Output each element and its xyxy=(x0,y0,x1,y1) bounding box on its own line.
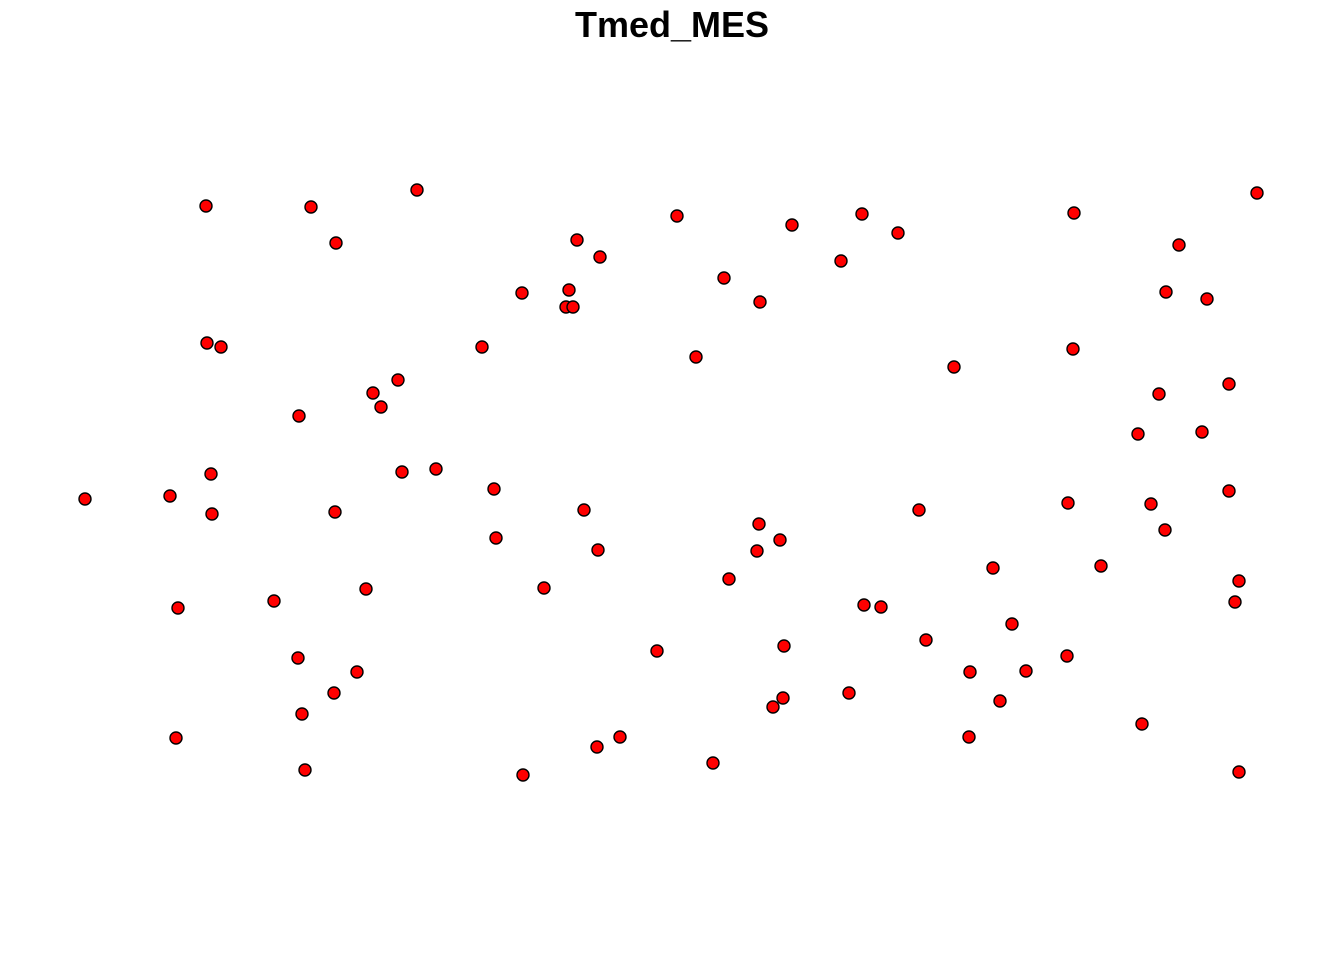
data-point-45 xyxy=(706,756,720,770)
data-point-18 xyxy=(329,236,343,250)
data-point-61 xyxy=(891,226,905,240)
data-point-54 xyxy=(777,639,791,653)
data-point-39 xyxy=(591,543,605,557)
data-point-57 xyxy=(842,686,856,700)
data-point-68 xyxy=(993,694,1007,708)
data-point-7 xyxy=(204,467,218,481)
data-point-21 xyxy=(366,386,380,400)
data-point-40 xyxy=(593,250,607,264)
data-point-87 xyxy=(1228,595,1242,609)
data-point-27 xyxy=(475,340,489,354)
data-point-58 xyxy=(855,207,869,221)
data-point-50 xyxy=(753,295,767,309)
data-point-25 xyxy=(410,183,424,197)
data-point-46 xyxy=(717,271,731,285)
data-point-78 xyxy=(1144,497,1158,511)
points-layer xyxy=(78,183,1264,782)
data-point-53 xyxy=(776,691,790,705)
data-point-82 xyxy=(1172,238,1186,252)
data-point-24 xyxy=(395,465,409,479)
data-point-89 xyxy=(1232,765,1246,779)
data-point-23 xyxy=(391,373,405,387)
data-point-42 xyxy=(650,644,664,658)
data-point-11 xyxy=(291,651,305,665)
data-point-17 xyxy=(328,505,342,519)
data-point-19 xyxy=(350,665,364,679)
data-point-13 xyxy=(295,707,309,721)
data-point-56 xyxy=(834,254,848,268)
data-point-90 xyxy=(1250,186,1264,200)
data-point-37 xyxy=(577,503,591,517)
data-point-67 xyxy=(986,561,1000,575)
chart-title: Tmed_MES xyxy=(575,4,769,45)
data-point-41 xyxy=(613,730,627,744)
data-point-38 xyxy=(590,740,604,754)
data-point-51 xyxy=(766,700,780,714)
data-point-10 xyxy=(267,594,281,608)
data-point-34 xyxy=(562,283,576,297)
data-point-14 xyxy=(298,763,312,777)
data-point-29 xyxy=(489,531,503,545)
data-point-64 xyxy=(947,360,961,374)
data-point-59 xyxy=(857,598,871,612)
data-point-47 xyxy=(722,572,736,586)
data-point-22 xyxy=(374,400,388,414)
data-point-71 xyxy=(1060,649,1074,663)
data-point-35 xyxy=(566,300,580,314)
data-point-65 xyxy=(962,730,976,744)
data-point-20 xyxy=(359,582,373,596)
data-point-6 xyxy=(200,336,214,350)
data-point-77 xyxy=(1135,717,1149,731)
data-point-81 xyxy=(1159,285,1173,299)
data-point-76 xyxy=(1131,427,1145,441)
data-point-75 xyxy=(1094,559,1108,573)
data-point-86 xyxy=(1222,484,1236,498)
data-point-69 xyxy=(1005,617,1019,631)
data-point-9 xyxy=(214,340,228,354)
data-point-60 xyxy=(874,600,888,614)
data-point-88 xyxy=(1232,574,1246,588)
data-point-2 xyxy=(163,489,177,503)
data-point-52 xyxy=(773,533,787,547)
data-point-5 xyxy=(199,199,213,213)
data-point-79 xyxy=(1152,387,1166,401)
data-point-49 xyxy=(752,517,766,531)
data-point-44 xyxy=(689,350,703,364)
data-point-83 xyxy=(1195,425,1209,439)
data-point-48 xyxy=(750,544,764,558)
data-point-15 xyxy=(304,200,318,214)
data-point-72 xyxy=(1061,496,1075,510)
data-point-30 xyxy=(515,286,529,300)
data-point-3 xyxy=(169,731,183,745)
data-point-63 xyxy=(919,633,933,647)
data-point-80 xyxy=(1158,523,1172,537)
data-point-70 xyxy=(1019,664,1033,678)
data-point-1 xyxy=(78,492,92,506)
data-point-36 xyxy=(570,233,584,247)
data-point-26 xyxy=(429,462,443,476)
data-point-12 xyxy=(292,409,306,423)
data-point-85 xyxy=(1222,377,1236,391)
data-point-16 xyxy=(327,686,341,700)
data-point-28 xyxy=(487,482,501,496)
data-point-4 xyxy=(171,601,185,615)
data-point-84 xyxy=(1200,292,1214,306)
data-point-31 xyxy=(516,768,530,782)
data-point-66 xyxy=(963,665,977,679)
data-point-8 xyxy=(205,507,219,521)
data-point-55 xyxy=(785,218,799,232)
data-point-43 xyxy=(670,209,684,223)
data-point-62 xyxy=(912,503,926,517)
data-point-32 xyxy=(537,581,551,595)
data-point-74 xyxy=(1067,206,1081,220)
data-point-73 xyxy=(1066,342,1080,356)
